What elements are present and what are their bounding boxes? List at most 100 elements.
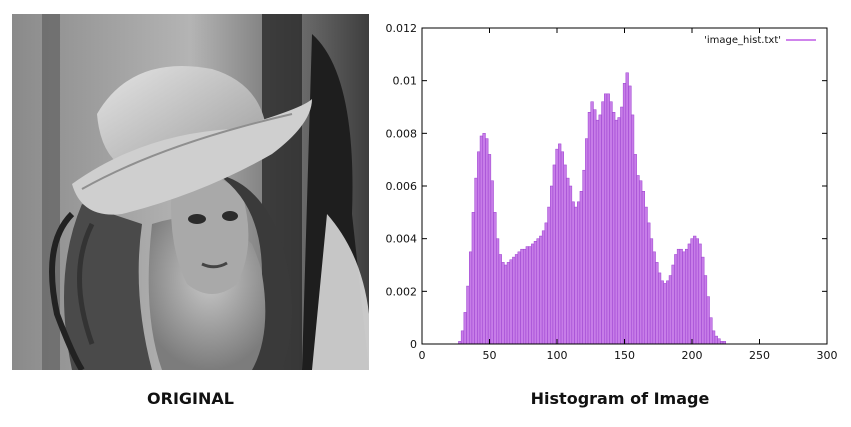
x-tick-label: 150 <box>614 349 635 362</box>
histogram-bar <box>525 246 529 345</box>
histogram-bar <box>714 335 718 345</box>
histogram-bar <box>485 138 489 345</box>
x-tick-label: 300 <box>817 349 838 362</box>
histogram-bar <box>622 83 627 345</box>
histogram-bar <box>574 206 578 345</box>
histogram-bar <box>687 243 691 345</box>
histogram-bar <box>606 93 610 345</box>
histogram-bar <box>506 262 511 345</box>
histogram-bar <box>498 254 502 345</box>
histogram-bar <box>523 248 527 345</box>
legend-label: 'image_hist.txt' <box>704 35 781 46</box>
histogram-bar <box>717 338 721 345</box>
histogram-bar <box>463 312 467 345</box>
x-tick-label: 250 <box>749 349 770 362</box>
histogram-bar <box>531 243 535 345</box>
histogram-bar <box>587 112 592 345</box>
histogram-bar <box>647 222 651 345</box>
y-axis-ticks: 0 0.002 0.004 0.006 0.008 0.01 0.012 <box>386 22 827 351</box>
histogram-bar <box>585 138 589 345</box>
portrait-photo-icon <box>12 14 369 370</box>
histogram-bar <box>676 248 681 345</box>
histogram-bar <box>474 177 478 345</box>
x-tick-label: 50 <box>483 349 497 362</box>
histogram-bar <box>685 248 689 345</box>
histogram-bar <box>487 154 492 345</box>
original-photo <box>12 14 369 370</box>
histogram-bar <box>566 177 570 345</box>
y-tick-label: 0.008 <box>386 127 418 140</box>
histogram-bar <box>639 180 643 345</box>
histogram-bar <box>528 246 532 345</box>
histogram-bar <box>679 248 683 345</box>
y-tick-label: 0 <box>410 338 417 351</box>
histogram-bar <box>577 201 581 345</box>
histogram-bar <box>493 212 497 345</box>
histogram-bar <box>479 135 484 345</box>
histogram-bars <box>458 72 726 345</box>
histogram-bar <box>614 119 619 345</box>
histogram-bar <box>671 264 675 345</box>
histogram-bar <box>706 296 710 345</box>
histogram-bar <box>533 241 538 345</box>
histogram-bar <box>482 133 486 345</box>
histogram-bar <box>633 154 637 345</box>
histogram-bar <box>517 251 521 345</box>
histogram-bar <box>695 238 699 345</box>
histogram-bar <box>496 238 500 345</box>
histogram-bar <box>703 275 708 345</box>
histogram-bar <box>644 206 648 345</box>
histogram-bar <box>652 251 656 345</box>
histogram-bar <box>682 251 686 345</box>
histogram-bar <box>674 254 678 345</box>
x-tick-label: 0 <box>419 349 426 362</box>
histogram-bar <box>660 280 664 345</box>
original-caption: ORIGINAL <box>147 389 234 408</box>
histogram-bar <box>582 169 586 345</box>
histogram-bar <box>536 238 540 345</box>
histogram-bar <box>625 72 629 345</box>
histogram-bar <box>641 191 645 345</box>
histogram-bar <box>558 143 562 345</box>
histogram-bar <box>609 101 613 345</box>
histogram-bar <box>560 151 565 345</box>
histogram-bar <box>477 151 481 345</box>
histogram-bar <box>568 185 573 345</box>
histogram-bar <box>658 272 662 345</box>
histogram-chart: 0 50 100 150 200 250 300 0 0.002 0.004 0.006 0.008… <box>386 22 838 362</box>
histogram-bar <box>636 175 640 345</box>
histogram-bar <box>460 330 465 345</box>
histogram-bar <box>649 238 654 345</box>
y-tick-label: 0.01 <box>393 75 418 88</box>
histogram-bar <box>598 114 602 345</box>
histogram-bar <box>668 275 672 345</box>
histogram-caption: Histogram of Image <box>530 389 710 408</box>
histogram-bar <box>571 201 575 345</box>
histogram-bar <box>604 93 608 345</box>
histogram-bar <box>520 248 524 345</box>
histogram-bar <box>631 114 635 345</box>
legend: 'image_hist.txt' <box>704 35 816 46</box>
histogram-bar <box>590 101 594 345</box>
histogram-bar <box>698 243 702 345</box>
histogram-bar <box>552 164 556 345</box>
histogram-bar <box>601 101 605 345</box>
x-tick-label: 200 <box>682 349 703 362</box>
histogram-bar <box>555 148 559 345</box>
y-tick-label: 0.002 <box>386 285 418 298</box>
histogram-bar <box>550 185 554 345</box>
histogram-bar <box>593 109 597 345</box>
histogram-bar <box>466 285 470 345</box>
histogram-bar <box>512 256 516 345</box>
histogram-bar <box>709 317 713 345</box>
histogram-bar <box>563 164 567 345</box>
histogram-bar <box>655 262 659 345</box>
histogram-bar <box>666 280 670 345</box>
histogram-bar <box>490 180 494 345</box>
histogram-bar <box>471 212 475 345</box>
histogram-bar <box>539 235 543 345</box>
x-tick-label: 100 <box>547 349 568 362</box>
histogram-bar <box>712 330 716 345</box>
histogram-bar <box>541 230 546 345</box>
histogram-bar <box>612 112 616 345</box>
